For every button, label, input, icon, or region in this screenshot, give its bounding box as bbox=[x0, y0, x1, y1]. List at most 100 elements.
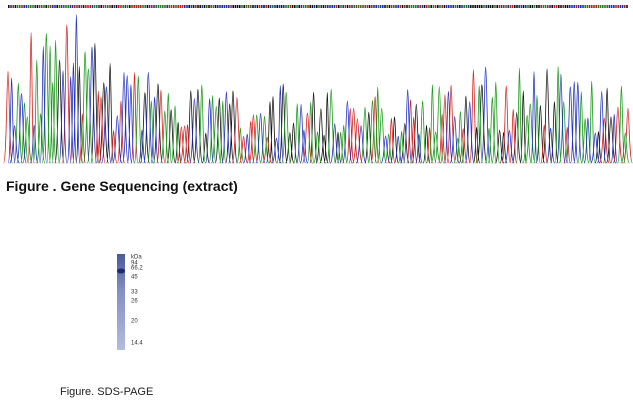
base-call bbox=[89, 5, 91, 8]
base-call bbox=[327, 5, 329, 8]
base-call bbox=[604, 5, 606, 8]
base-call bbox=[12, 5, 14, 8]
base-call bbox=[78, 5, 80, 8]
base-call bbox=[368, 5, 371, 8]
base-call bbox=[465, 5, 468, 8]
base-call bbox=[346, 5, 349, 8]
base-call bbox=[305, 5, 307, 8]
base-call bbox=[454, 5, 457, 8]
base-call bbox=[221, 5, 223, 8]
base-call bbox=[254, 5, 256, 8]
base-call bbox=[377, 5, 380, 8]
base-call bbox=[527, 5, 529, 8]
base-call bbox=[511, 5, 514, 8]
base-call bbox=[107, 5, 109, 8]
base-call bbox=[142, 5, 144, 8]
base-call bbox=[274, 5, 276, 8]
base-call bbox=[386, 5, 388, 8]
base-call bbox=[135, 5, 138, 8]
unit-label: kDa bbox=[131, 255, 142, 261]
base-call bbox=[151, 5, 153, 8]
trace bbox=[13, 32, 630, 164]
base-call bbox=[76, 5, 78, 8]
base-call bbox=[423, 5, 426, 8]
base-call bbox=[610, 5, 613, 8]
base-call bbox=[223, 5, 226, 8]
base-call bbox=[478, 5, 481, 8]
base-call bbox=[395, 5, 397, 8]
base-call bbox=[245, 5, 248, 8]
base-call bbox=[496, 5, 498, 8]
base-call bbox=[483, 5, 485, 8]
base-call bbox=[434, 5, 437, 8]
base-call bbox=[351, 5, 353, 8]
base-call bbox=[14, 5, 17, 8]
base-call bbox=[544, 5, 547, 8]
base-call bbox=[192, 5, 195, 8]
base-call bbox=[533, 5, 536, 8]
base-call bbox=[144, 5, 146, 8]
base-call bbox=[364, 5, 366, 8]
base-call bbox=[124, 5, 127, 8]
base-call bbox=[25, 5, 28, 8]
base-call bbox=[208, 5, 210, 8]
base-call bbox=[247, 5, 250, 8]
base-call bbox=[179, 5, 182, 8]
base-call bbox=[338, 5, 340, 8]
base-call bbox=[206, 5, 208, 8]
base-call bbox=[166, 5, 168, 8]
marker-label: 45 bbox=[131, 275, 138, 281]
base-call bbox=[228, 5, 230, 8]
base-call bbox=[212, 5, 215, 8]
base-call bbox=[102, 5, 105, 8]
base-call bbox=[360, 5, 362, 8]
base-call bbox=[8, 5, 10, 8]
base-call bbox=[624, 5, 626, 8]
base-call bbox=[30, 5, 32, 8]
base-call bbox=[575, 5, 578, 8]
trace bbox=[3, 24, 633, 164]
base-call bbox=[551, 5, 553, 8]
base-call bbox=[379, 5, 382, 8]
base-call bbox=[210, 5, 212, 8]
base-call bbox=[197, 5, 199, 8]
base-call bbox=[547, 5, 549, 8]
base-call bbox=[399, 5, 402, 8]
base-call bbox=[232, 5, 234, 8]
base-call bbox=[69, 5, 72, 8]
base-call bbox=[467, 5, 470, 8]
base-call bbox=[619, 5, 622, 8]
marker-label: 14.4 bbox=[131, 341, 143, 347]
base-call bbox=[450, 5, 452, 8]
base-call bbox=[384, 5, 386, 8]
base-call bbox=[362, 5, 364, 8]
base-call bbox=[322, 5, 325, 8]
base-call bbox=[404, 5, 406, 8]
base-call bbox=[122, 5, 124, 8]
base-call bbox=[382, 5, 384, 8]
base-call bbox=[406, 5, 408, 8]
base-call bbox=[584, 5, 586, 8]
base-call bbox=[217, 5, 219, 8]
base-call bbox=[177, 5, 179, 8]
base-call bbox=[157, 5, 160, 8]
base-call bbox=[564, 5, 567, 8]
base-call bbox=[503, 5, 505, 8]
base-call bbox=[430, 5, 432, 8]
base-call bbox=[615, 5, 617, 8]
base-call bbox=[256, 5, 259, 8]
base-call bbox=[188, 5, 190, 8]
base-call bbox=[569, 5, 571, 8]
base-call bbox=[320, 5, 322, 8]
base-call bbox=[318, 5, 320, 8]
base-call bbox=[98, 5, 100, 8]
base-call bbox=[118, 5, 120, 8]
base-call bbox=[43, 5, 45, 8]
base-call bbox=[558, 5, 560, 8]
base-call bbox=[32, 5, 34, 8]
base-call bbox=[531, 5, 534, 8]
base-call bbox=[93, 5, 96, 8]
base-call bbox=[252, 5, 254, 8]
base-call bbox=[309, 5, 311, 8]
base-call bbox=[65, 5, 67, 8]
